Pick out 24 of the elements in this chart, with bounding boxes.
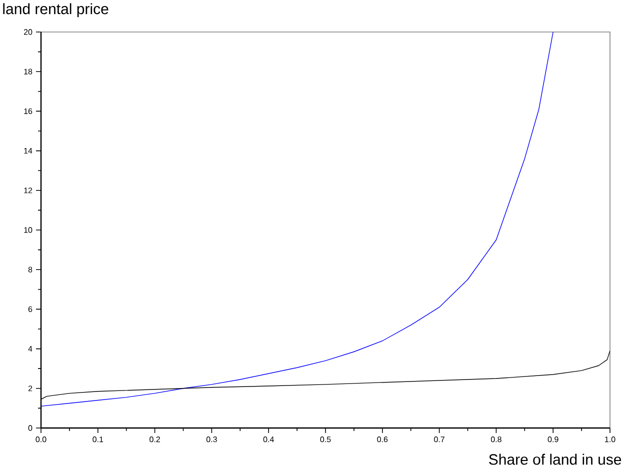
x-tick-label: 0.9 [548, 436, 558, 442]
x-tick-label: 0.8 [490, 436, 502, 442]
x-tick-label: 0.2 [150, 436, 160, 442]
x-tick-label: 0.1 [92, 436, 104, 442]
y-tick-label: 8 [28, 266, 32, 272]
y-tick-label: 16 [24, 108, 32, 114]
y-tick-label: 0 [28, 425, 32, 431]
y-tick-label: 2 [28, 386, 32, 392]
x-tick-label: 0.4 [263, 436, 274, 442]
y-tick-label: 20 [24, 29, 32, 35]
y-tick-label: 4 [28, 346, 32, 352]
x-tick-label: 0.0 [36, 436, 46, 442]
y-tick-label: 6 [28, 306, 32, 312]
x-tick-label: 0.6 [377, 436, 388, 442]
y-tick-label: 14 [24, 148, 32, 154]
x-tick-label: 1.0 [605, 436, 616, 442]
y-tick-label: 18 [24, 68, 32, 74]
y-axis-title: land rental price [3, 3, 108, 18]
y-tick-label: 12 [24, 188, 32, 194]
y-tick-label: 10 [24, 227, 32, 233]
x-axis-title: Share of land in use [489, 454, 622, 465]
x-tick-label: 0.3 [206, 436, 217, 442]
x-tick-label: 0.5 [320, 436, 331, 442]
x-tick-label: 0.7 [434, 436, 444, 442]
